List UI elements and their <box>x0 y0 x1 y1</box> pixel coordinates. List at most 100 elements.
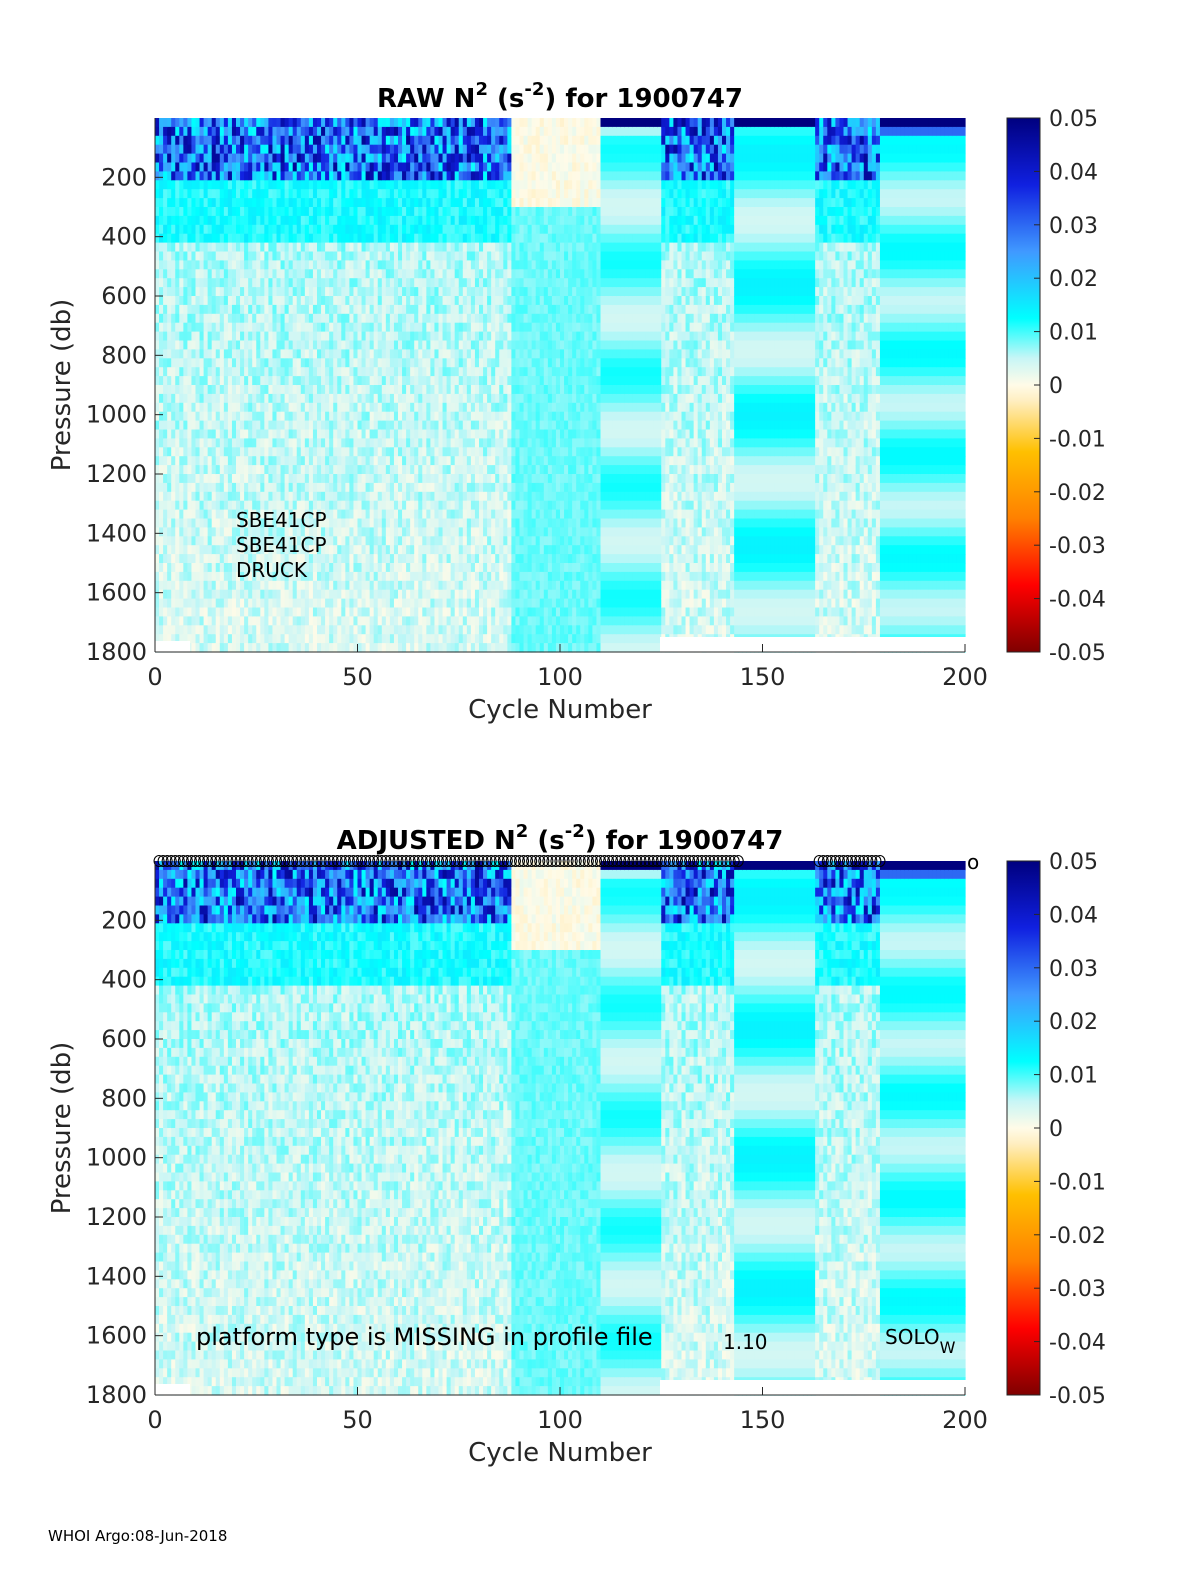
heatmap-cell <box>321 331 326 342</box>
heatmap-cell <box>353 224 359 235</box>
heatmap-cell <box>446 198 452 208</box>
heatmap-cell <box>240 625 245 635</box>
heatmap-cell <box>402 331 407 342</box>
heatmap-cell <box>191 251 197 261</box>
heatmap-cell <box>462 589 468 600</box>
heatmap-cell <box>312 126 318 137</box>
heatmap-cell <box>280 349 286 359</box>
heatmap-cell <box>167 474 172 484</box>
heatmap-cell <box>211 500 217 511</box>
heatmap-cell <box>349 554 355 564</box>
heatmap-cell <box>389 153 395 164</box>
heatmap-cell <box>223 260 229 270</box>
heatmap-cell <box>430 438 436 448</box>
heatmap-cell <box>268 527 274 537</box>
heatmap-cell <box>296 616 302 626</box>
heatmap-cell <box>276 215 282 226</box>
heatmap-cell <box>280 554 286 564</box>
heatmap-cell <box>284 207 290 217</box>
heatmap-cell <box>365 144 371 155</box>
heatmap-cell <box>256 126 261 137</box>
heatmap-cell <box>191 260 197 270</box>
heatmap-cell <box>321 420 326 431</box>
heatmap-cell <box>300 554 306 564</box>
heatmap-cell <box>341 260 346 270</box>
heatmap-cell <box>317 144 322 155</box>
heatmap-cell <box>410 438 415 448</box>
heatmap-cell <box>410 215 415 226</box>
heatmap-cell <box>272 144 278 155</box>
heatmap-cell <box>183 527 188 537</box>
heatmap-cell <box>171 563 176 573</box>
heatmap-cell <box>280 287 286 297</box>
heatmap-cell <box>349 153 355 164</box>
heatmap-cell <box>345 509 350 520</box>
heatmap-cell <box>487 536 492 546</box>
heatmap-cell <box>300 126 306 137</box>
heatmap-cell <box>304 536 310 546</box>
heatmap-cell <box>349 260 355 270</box>
heatmap-cell <box>406 269 411 279</box>
heatmap-cell <box>264 304 269 315</box>
heatmap-cell <box>385 411 391 422</box>
heatmap-cell <box>183 420 188 431</box>
heatmap-cell <box>296 278 302 288</box>
heatmap-cell <box>256 304 261 315</box>
heatmap-cell <box>304 429 310 439</box>
heatmap-cell <box>252 625 257 635</box>
heatmap-cell <box>304 563 310 573</box>
heatmap-cell <box>252 393 257 404</box>
heatmap-cell <box>373 518 379 528</box>
heatmap-cell <box>203 233 209 244</box>
heatmap-cell <box>393 287 399 297</box>
heatmap-cell <box>292 349 298 359</box>
heatmap-cell <box>207 215 213 226</box>
heatmap-cell <box>227 491 233 502</box>
heatmap-cell <box>381 598 387 609</box>
heatmap-cell <box>321 402 326 413</box>
heatmap-cell <box>398 527 403 537</box>
heatmap-cell <box>337 589 342 600</box>
heatmap-cell <box>426 189 431 199</box>
heatmap-cell <box>284 402 290 413</box>
heatmap-cell <box>389 180 395 190</box>
heatmap-cell <box>466 349 472 359</box>
heatmap-cell <box>470 269 476 279</box>
heatmap-cell <box>357 643 363 653</box>
heatmap-cell <box>406 198 411 208</box>
heatmap-cell <box>264 153 269 164</box>
heatmap-cell <box>248 491 253 502</box>
heatmap-cell <box>183 563 188 573</box>
heatmap-cell <box>389 278 395 288</box>
heatmap-cell <box>487 474 492 484</box>
heatmap-cell <box>284 296 290 306</box>
heatmap-cell <box>264 198 269 208</box>
heatmap-cell <box>179 545 184 555</box>
heatmap-cell <box>312 643 318 653</box>
heatmap-cell <box>268 304 274 315</box>
heatmap-cell <box>288 162 294 172</box>
heatmap-cell <box>377 563 383 573</box>
heatmap-cell <box>462 643 468 653</box>
heatmap-cell <box>163 482 168 493</box>
heatmap-cell <box>219 616 225 626</box>
heatmap-cell <box>474 349 480 359</box>
heatmap-cell <box>317 118 322 128</box>
heatmap-cell <box>434 180 440 190</box>
heatmap-cell <box>203 474 209 484</box>
heatmap-cell <box>365 438 371 448</box>
heatmap-cell <box>329 189 334 199</box>
heatmap-cell <box>199 385 205 395</box>
heatmap-cell <box>260 313 265 324</box>
heatmap-cell <box>227 554 233 564</box>
heatmap-cell <box>446 118 452 128</box>
heatmap-cell <box>276 420 282 431</box>
heatmap-cell <box>167 509 172 520</box>
raw-heatmap-cells <box>155 118 966 653</box>
heatmap-cell <box>365 500 371 511</box>
heatmap-cell <box>175 411 180 422</box>
heatmap-cell <box>450 474 456 484</box>
heatmap-cell <box>345 634 350 644</box>
heatmap-cell <box>487 269 492 279</box>
heatmap-cell <box>434 207 440 217</box>
